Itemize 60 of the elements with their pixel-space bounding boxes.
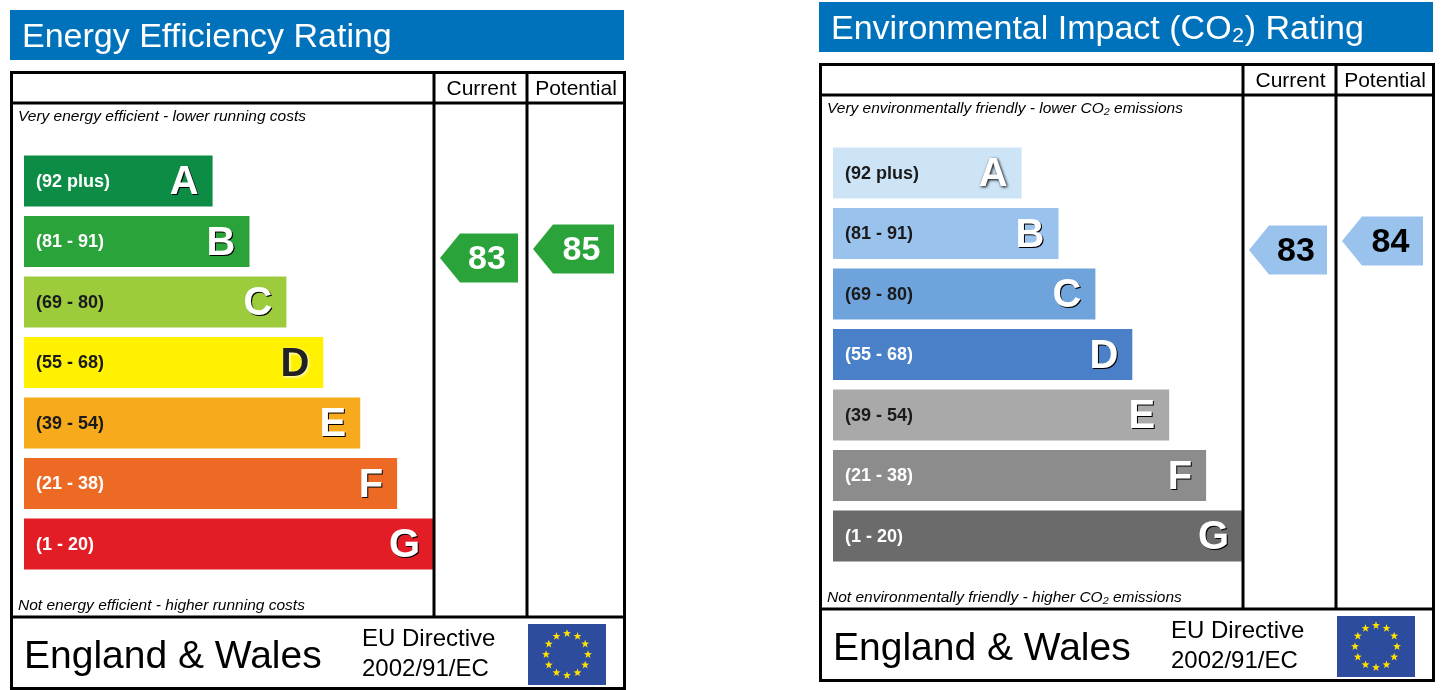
text: Potential bbox=[1343, 67, 1427, 93]
y-tick-label: G bbox=[388, 521, 420, 566]
annotation: (81 - 91) bbox=[36, 231, 105, 252]
y-tick-label: F bbox=[358, 460, 384, 505]
bar bbox=[24, 337, 324, 388]
text: 85 bbox=[562, 229, 601, 268]
annotation: (55 - 68) bbox=[845, 344, 914, 365]
annotation: (39 - 54) bbox=[845, 404, 914, 425]
bar bbox=[833, 450, 1207, 501]
text: 83 bbox=[468, 238, 506, 277]
bar bbox=[24, 397, 361, 449]
text: Current bbox=[445, 75, 518, 101]
bar bbox=[24, 155, 213, 207]
annotation: (1 - 20) bbox=[845, 525, 904, 546]
annotation: (69 - 80) bbox=[845, 283, 914, 304]
text: Very environmentally friendly - lower CO₂ emissions bbox=[827, 98, 1183, 118]
annotation: (21 - 38) bbox=[36, 473, 105, 494]
text: 84 bbox=[1371, 221, 1410, 260]
text: England & Wales bbox=[24, 632, 322, 678]
bar bbox=[24, 276, 287, 328]
bar bbox=[833, 208, 1059, 259]
y-tick-label: C bbox=[1052, 271, 1082, 316]
y-tick-label: E bbox=[1128, 392, 1156, 437]
bar bbox=[24, 216, 250, 267]
y-tick-label: E bbox=[319, 400, 347, 445]
text: Not environmentally friendly - higher CO₂ emissions bbox=[827, 587, 1182, 607]
text: 83 bbox=[1277, 230, 1315, 269]
y-tick-label: D bbox=[280, 339, 310, 384]
y-tick-label: B bbox=[1015, 210, 1045, 255]
text: England & Wales bbox=[833, 624, 1131, 670]
y-tick-label: C bbox=[243, 279, 273, 324]
annotation: (81 - 91) bbox=[845, 223, 914, 244]
bar bbox=[24, 518, 434, 570]
annotation: (39 - 54) bbox=[36, 412, 105, 433]
y-tick-label: G bbox=[1197, 513, 1229, 558]
chart-title: Energy Efficiency Rating bbox=[10, 10, 624, 60]
annotation: (69 - 80) bbox=[36, 291, 105, 312]
bar bbox=[833, 510, 1243, 562]
text: Current bbox=[1254, 67, 1327, 93]
bar bbox=[24, 458, 398, 509]
annotation: (21 - 38) bbox=[845, 465, 914, 486]
annotation: (92 plus) bbox=[845, 162, 920, 183]
text: Not energy efficient - higher running costs bbox=[18, 595, 305, 615]
annotation: (1 - 20) bbox=[36, 533, 95, 554]
annotation: (55 - 68) bbox=[36, 352, 105, 373]
bar bbox=[833, 147, 1022, 199]
annotation: (92 plus) bbox=[36, 170, 111, 191]
bar bbox=[833, 389, 1170, 441]
y-tick-label: D bbox=[1089, 331, 1119, 376]
text: Potential bbox=[534, 75, 618, 101]
y-tick-label: B bbox=[206, 218, 236, 263]
text: EU Directive 2002/91/EC bbox=[1171, 615, 1306, 675]
chart-title: Environmental Impact (CO₂) Rating bbox=[819, 2, 1433, 52]
text: Very energy efficient - lower running costs bbox=[18, 106, 307, 126]
bar bbox=[833, 268, 1096, 320]
y-tick-label: A bbox=[169, 158, 199, 203]
y-tick-label: F bbox=[1167, 452, 1193, 497]
y-tick-label: A bbox=[978, 150, 1008, 195]
bar bbox=[833, 329, 1133, 380]
text: EU Directive 2002/91/EC bbox=[362, 623, 497, 683]
